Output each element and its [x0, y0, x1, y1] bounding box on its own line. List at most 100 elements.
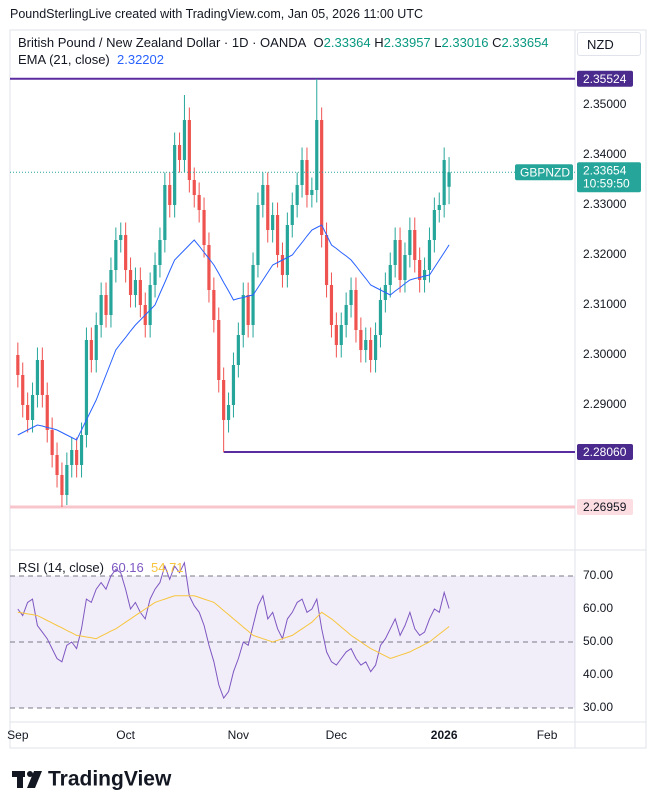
candle-body — [261, 185, 265, 205]
candle-body — [285, 225, 289, 275]
x-tick-label: 2026 — [431, 728, 458, 742]
ohlc-value: 2.33016 — [441, 35, 489, 50]
candle-body — [30, 395, 35, 420]
price-label: 2.26959 — [583, 500, 627, 514]
candle-body — [109, 270, 113, 315]
candle-body — [70, 450, 74, 465]
last-price-bg — [577, 162, 641, 193]
y-tick-label: 2.35000 — [583, 97, 627, 111]
candle-body — [437, 205, 441, 210]
candle-body — [236, 335, 240, 365]
ohlc-value: 2.33957 — [383, 35, 431, 50]
candle-body — [320, 120, 324, 235]
candle-body — [256, 205, 260, 265]
candle-body — [388, 265, 392, 285]
x-tick-label: Sep — [7, 728, 29, 742]
price-label: 2.28060 — [583, 445, 627, 459]
x-tick-label: Nov — [228, 728, 249, 742]
candle-body — [104, 295, 108, 315]
rsi-line — [17, 595, 450, 660]
candle-body — [35, 360, 40, 395]
candle-body — [207, 245, 211, 290]
candle-body — [305, 160, 309, 195]
candle-body — [290, 205, 294, 225]
main-legend: British Pound / New Zealand Dollar · 1D … — [18, 35, 558, 51]
candle-body — [138, 280, 142, 305]
candle-body — [75, 450, 79, 465]
candle-body — [153, 265, 157, 285]
symbol-title: British Pound / New Zealand Dollar · 1D … — [18, 35, 307, 50]
candle-body — [413, 230, 417, 260]
candle-body — [275, 215, 280, 255]
rsi-title: RSI (14, close) — [18, 560, 104, 575]
candle-body — [163, 185, 167, 240]
y-tick-label: 2.29000 — [583, 397, 627, 411]
candle-body — [354, 290, 358, 330]
price-label-bg — [577, 444, 633, 460]
candle-body — [26, 405, 30, 420]
candle-body — [231, 365, 236, 405]
candle-body — [187, 120, 191, 180]
candle-body — [177, 145, 182, 160]
symbol-tag-bg — [515, 164, 573, 181]
candle-body — [79, 435, 84, 465]
y-tick-label: 2.31000 — [583, 297, 627, 311]
candle-body — [315, 120, 319, 190]
candle-body — [344, 305, 348, 325]
candle-body — [197, 195, 201, 210]
candle-body — [369, 340, 373, 360]
candle-body — [393, 240, 397, 265]
currency-button[interactable]: NZD — [577, 32, 641, 56]
price-label: 2.35524 — [583, 72, 627, 86]
candle-body — [222, 380, 226, 420]
candle-body — [418, 260, 422, 280]
rsi-legend: RSI (14, close) 60.16 54.71 — [18, 560, 184, 576]
candle-body — [50, 430, 54, 455]
candle-body — [271, 215, 275, 230]
candle-body — [349, 290, 353, 305]
candle-body — [124, 235, 128, 270]
candle-body — [241, 295, 245, 335]
x-tick-label: Dec — [326, 728, 347, 742]
y-tick-label: 2.33000 — [583, 197, 627, 211]
candle-body — [168, 185, 172, 205]
candle-body — [324, 235, 329, 285]
ohlc-label: H — [374, 35, 384, 50]
ohlc-label: L — [434, 35, 442, 50]
candle-body — [442, 160, 446, 205]
y-tick-label: 70.00 — [583, 568, 613, 582]
candle-body — [217, 320, 221, 380]
y-tick-label: 50.00 — [583, 634, 613, 648]
candle-body — [246, 295, 250, 325]
ohlc-label: O — [313, 35, 324, 50]
x-tick-label: Oct — [116, 728, 135, 742]
y-tick-label: 60.00 — [583, 601, 613, 615]
candle-body — [148, 285, 152, 325]
y-tick-label: 2.32000 — [583, 247, 627, 261]
candle-body — [432, 210, 436, 240]
y-tick-label: 2.30000 — [583, 347, 627, 361]
ema-line — [17, 224, 450, 441]
candle-body — [65, 465, 69, 495]
candle-body — [133, 280, 138, 295]
candle-body — [408, 230, 412, 255]
price-label-bg — [577, 499, 633, 516]
rsi-ma-value: 54.71 — [151, 560, 184, 575]
candle-body — [173, 145, 177, 205]
candle-body — [84, 340, 89, 435]
candle-body — [192, 180, 196, 195]
rsi-value: 60.16 — [111, 560, 144, 575]
candle-body — [422, 270, 427, 280]
ema-legend: EMA (21, close) 2.32202 — [18, 52, 164, 68]
candle-body — [427, 240, 432, 270]
ema-name: EMA (21, close) — [18, 52, 110, 67]
brand-name: TradingView — [48, 768, 172, 791]
candle-body — [359, 330, 363, 350]
candle-body — [364, 340, 368, 350]
candle-body — [373, 335, 378, 360]
chart-frame — [9, 29, 647, 749]
candle-body — [339, 325, 343, 345]
y-tick-label: 2.34000 — [583, 147, 627, 161]
candle-body — [447, 172, 451, 187]
